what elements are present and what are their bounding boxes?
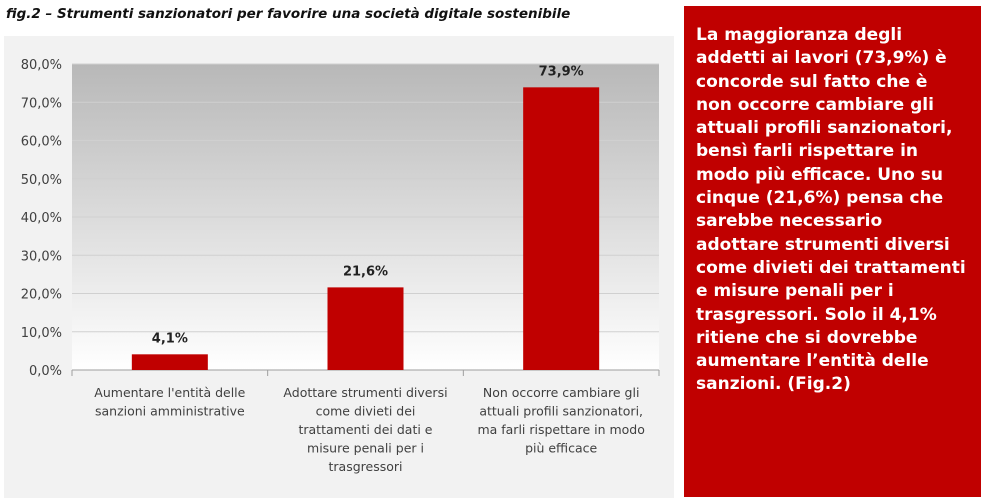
summary-box: La maggioranza degli addetti ai lavori (…	[684, 6, 981, 497]
x-category-label-line: sanzioni amministrative	[95, 404, 245, 419]
y-tick-label: 20,0%	[21, 288, 62, 303]
x-category-label: Adottare strumenti diversi come divieti d…	[283, 385, 447, 474]
x-category-label-line: trasgressori	[329, 459, 403, 474]
figure-title: fig.2 – Strumenti sanzionatori per favor…	[6, 6, 571, 22]
bar	[327, 287, 404, 370]
x-category-label-line: più efficace	[525, 441, 597, 456]
x-category-label: Aumentare l'entità delle sanzioni amminis…	[94, 385, 245, 419]
data-label: 21,6%	[343, 264, 388, 279]
bar	[523, 87, 600, 370]
x-category-label-line: ma farli rispettare in modo	[477, 422, 644, 437]
y-tick-label: 60,0%	[21, 135, 62, 150]
y-tick-label: 50,0%	[21, 173, 62, 188]
x-category-label-line: come divieti dei	[316, 404, 416, 419]
x-category-label: Non occorre cambiare gli attuali profili …	[477, 385, 644, 456]
bar	[131, 354, 208, 370]
x-category-label-line: trattamenti dei dati e	[298, 422, 432, 437]
x-category-label-line: Non occorre cambiare gli	[483, 385, 640, 400]
y-tick-label: 30,0%	[21, 249, 62, 264]
y-tick-label: 0,0%	[29, 364, 62, 379]
chart-panel: 0,0% 10,0% 20,0% 30,0% 40,0% 50,0% 60,0% 70,0% 8…	[4, 36, 674, 498]
y-tick-label: 40,0%	[21, 211, 62, 226]
data-label: 4,1%	[152, 331, 188, 346]
y-tick-label: 80,0%	[21, 58, 62, 73]
summary-text: La maggioranza degli addetti ai lavori (…	[696, 25, 966, 395]
x-category-label-line: Adottare strumenti diversi	[283, 385, 447, 400]
y-tick-label: 70,0%	[21, 96, 62, 111]
bar-chart: 0,0% 10,0% 20,0% 30,0% 40,0% 50,0% 60,0% 70,0% 8…	[21, 58, 660, 474]
x-category-label-line: Aumentare l'entità delle	[94, 385, 245, 400]
x-category-label-line: misure penali per i	[307, 441, 424, 456]
data-label: 73,9%	[539, 64, 584, 79]
x-category-label-line: attuali profili sanzionatori,	[479, 404, 643, 419]
y-tick-label: 10,0%	[21, 326, 62, 341]
